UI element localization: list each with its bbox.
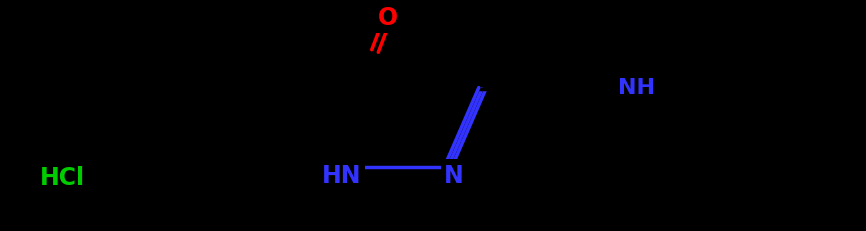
Text: HN: HN bbox=[322, 163, 362, 187]
Text: HCl: HCl bbox=[40, 165, 85, 189]
Text: O: O bbox=[378, 6, 398, 30]
Text: N: N bbox=[444, 163, 464, 187]
Text: NH: NH bbox=[617, 78, 655, 97]
